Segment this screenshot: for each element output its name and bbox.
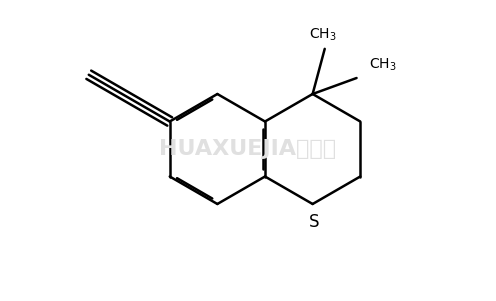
Text: CH$_3$: CH$_3$ [309, 26, 337, 43]
Text: CH$_3$: CH$_3$ [369, 57, 396, 73]
Text: S: S [309, 213, 319, 231]
Text: HUAXUEJIA化学加: HUAXUEJIA化学加 [159, 139, 337, 159]
